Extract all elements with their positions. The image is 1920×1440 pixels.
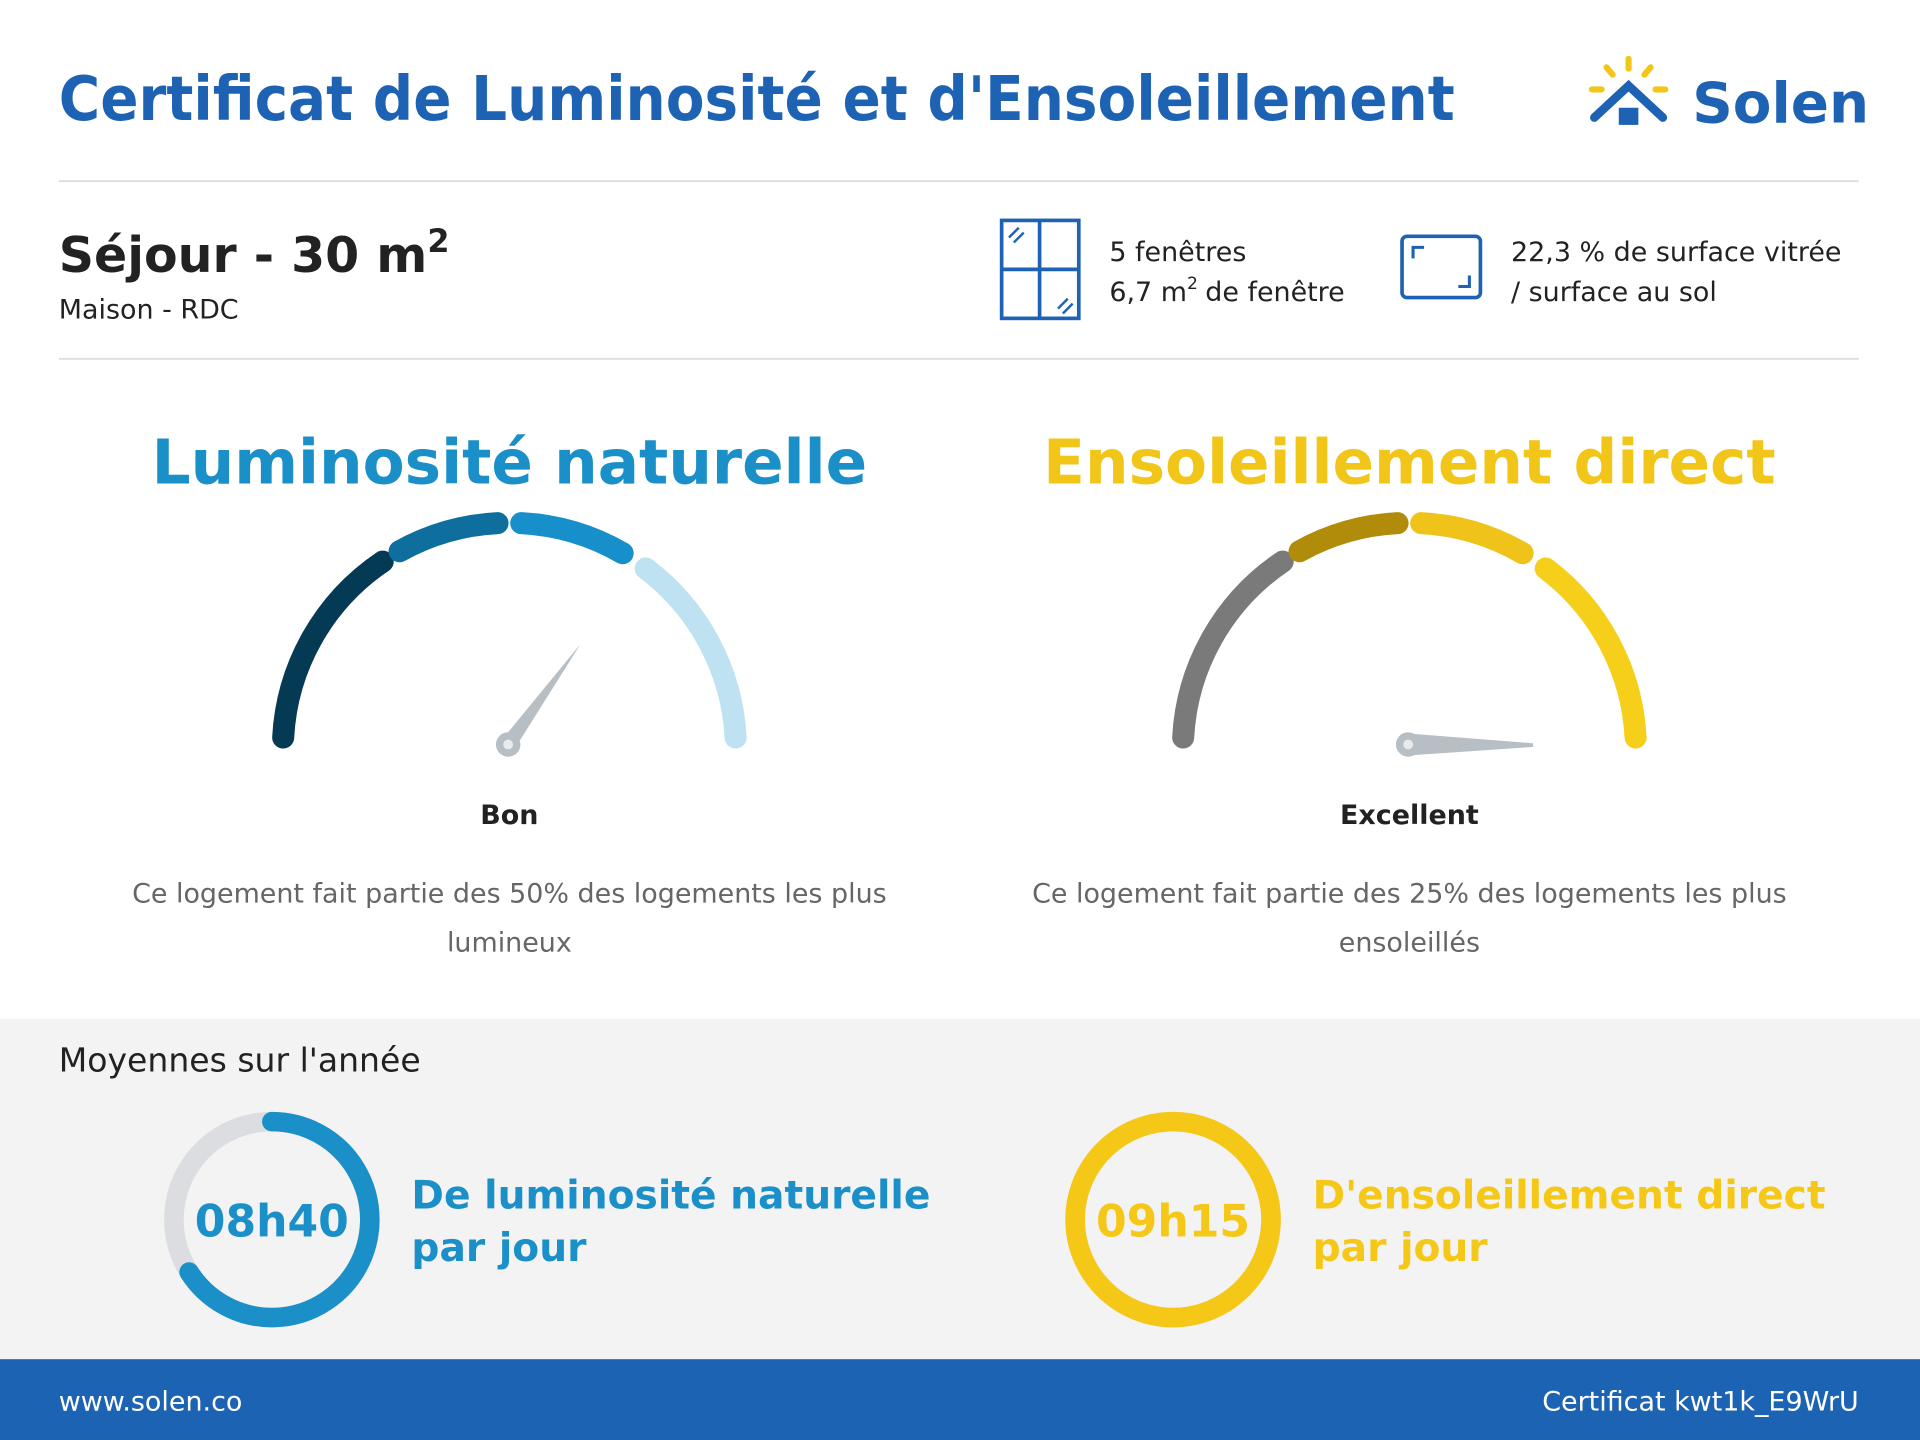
logo-icon — [1588, 55, 1669, 125]
windows-count: 5 fenêtres — [1109, 237, 1246, 268]
windows-area-sup: 2 — [1187, 274, 1198, 294]
gauge-segment — [1410, 512, 1534, 565]
gauge-segment — [634, 557, 747, 749]
footer-certificate: Certificat kwt1k_E9WrU — [1542, 1387, 1859, 1418]
gauge-rating: Bon — [480, 800, 538, 831]
gauge-segment — [510, 512, 634, 565]
gauge-description: lumineux — [447, 927, 572, 958]
room-name-text: Séjour - 30 m — [59, 227, 428, 284]
ring-label: De luminosité naturelle — [411, 1174, 930, 1219]
room-name-sup: 2 — [427, 222, 449, 260]
window-icon — [999, 218, 1081, 321]
gauge-description: Ce logement fait partie des 50% des loge… — [132, 878, 887, 909]
gauge-segment — [272, 550, 394, 749]
gauge-title: Luminosité naturelle — [152, 428, 867, 499]
gauge-segment — [1172, 550, 1294, 749]
ring-time: 08h40 — [195, 1197, 349, 1248]
gauge-segment — [1534, 557, 1647, 749]
windows-area-suffix: de fenêtre — [1205, 277, 1344, 308]
room-name: Séjour - 30 m2 — [59, 222, 450, 284]
gauge-description: Ce logement fait partie des 25% des loge… — [1032, 878, 1787, 909]
gauge-description: ensoleillés — [1339, 927, 1480, 958]
footer — [0, 1359, 1920, 1440]
averages-title: Moyennes sur l'année — [59, 1040, 421, 1079]
gauge-title: Ensoleillement direct — [1043, 428, 1775, 499]
ring-label: D'ensoleillement direct — [1313, 1174, 1826, 1219]
surface-icon — [1400, 234, 1483, 300]
needle — [1395, 732, 1534, 757]
room-location: Maison - RDC — [59, 294, 239, 325]
windows-area: 6,7 m2 de fenêtre — [1109, 274, 1344, 308]
ring-label: par jour — [1313, 1226, 1489, 1271]
ring-progress — [1065, 1111, 1281, 1328]
footer-website: www.solen.co — [59, 1387, 243, 1418]
ring-time: 09h15 — [1096, 1197, 1250, 1248]
glazing-line: / surface au sol — [1511, 277, 1717, 308]
logo-text: Solen — [1692, 71, 1869, 136]
glazing-line: 22,3 % de surface vitrée — [1511, 237, 1841, 268]
ring-label: par jour — [411, 1226, 587, 1271]
title: Certificat de Luminosité et d'Ensoleille… — [59, 64, 1455, 135]
gauge-segment — [388, 512, 509, 563]
gauge-rating: Excellent — [1340, 800, 1479, 831]
windows-area-text: 6,7 m — [1109, 277, 1187, 308]
ring-progress — [179, 1111, 380, 1328]
needle — [495, 644, 581, 757]
gauge-segment — [1288, 512, 1409, 563]
